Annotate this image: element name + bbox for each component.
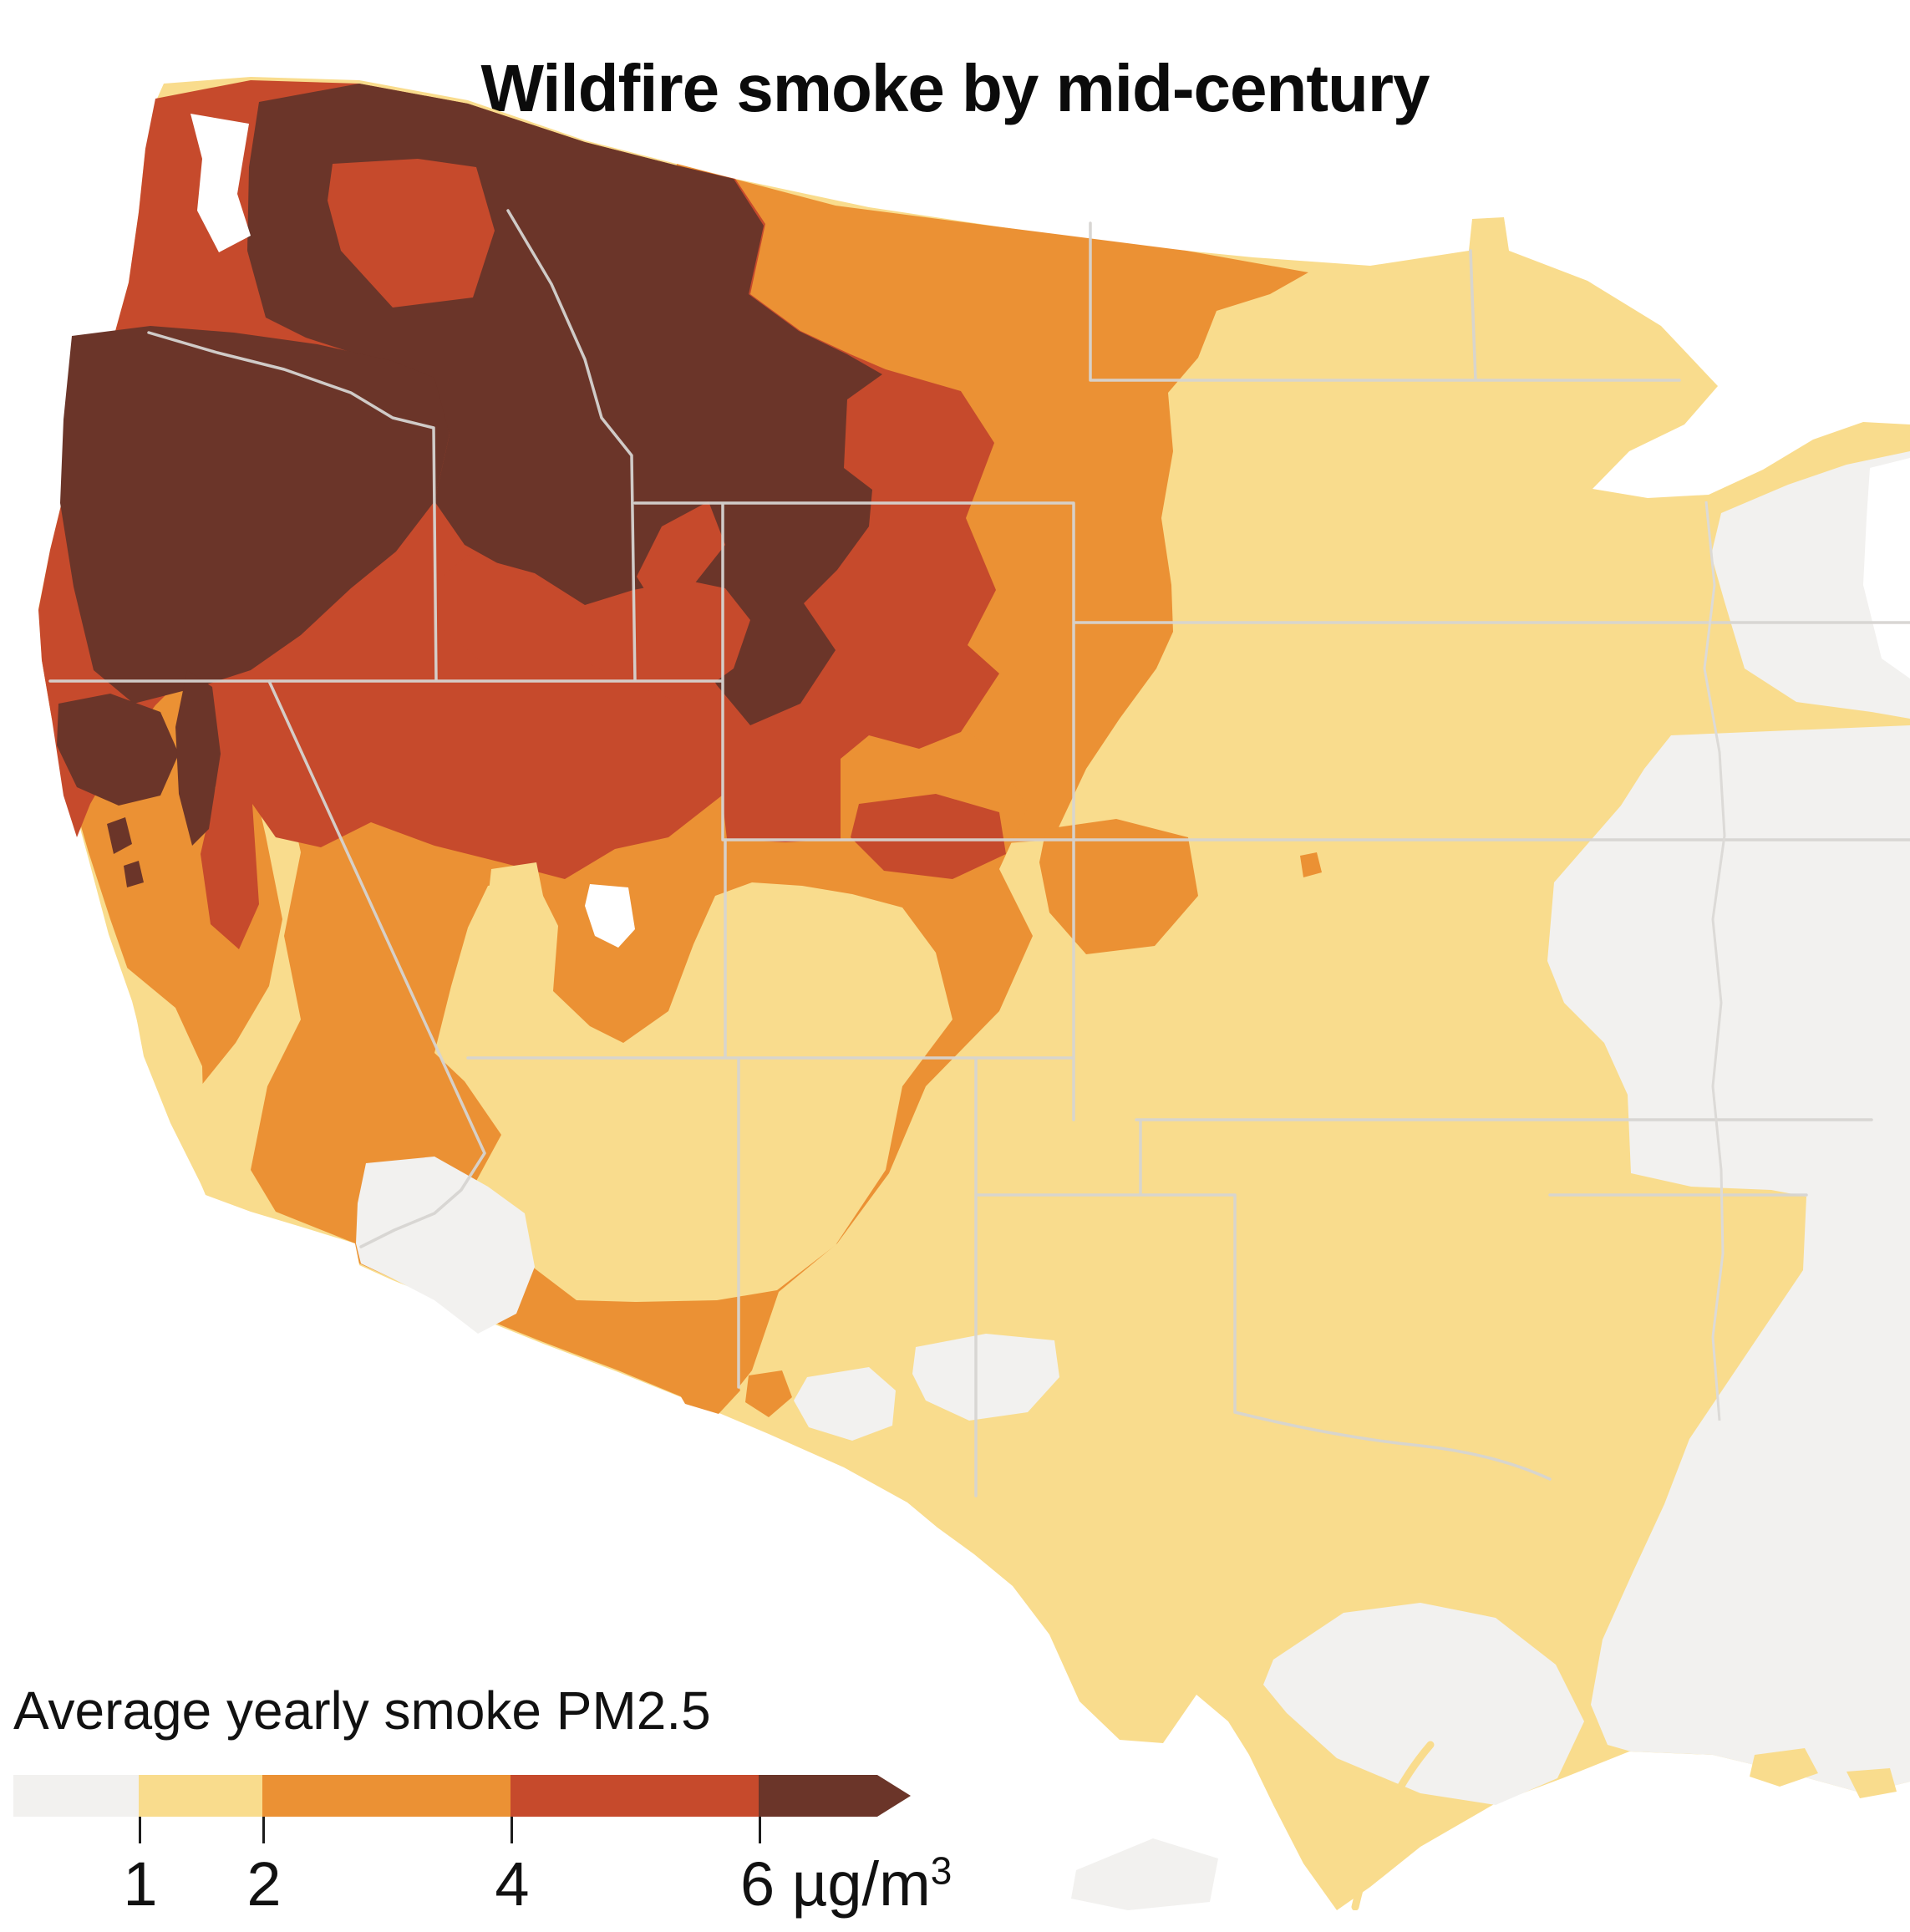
region-west-texas-lt1-b [912,1334,1059,1421]
region-az-nm-basin-1-2 [434,879,952,1302]
region-sw-arizona-lt1 [356,1157,535,1334]
legend-tick-6 [759,1817,761,1843]
region-central-texas-lt1 [1263,1603,1584,1805]
legend-tick-labels: 1 2 4 6 µg/m3 [13,1848,974,1932]
region-west-texas-lt1-a [794,1367,896,1441]
region-sierra-dot-2 [124,861,144,887]
legend-label-4: 4 [495,1849,530,1919]
region-oregon-6plus [60,326,450,704]
region-nm-dot-1-2-4 [673,1360,740,1414]
legend-swatch-2-4 [262,1775,511,1817]
region-la-coast-dot-2 [1847,1768,1897,1798]
legend-swatch-lt1 [13,1775,139,1817]
region-nw-utah-1-2 [488,862,546,978]
legend: Average yearly smoke PM2.5 1 2 4 6 µg/m3 [13,1680,974,1932]
region-south-texas-lt1 [1071,1838,1218,1910]
legend-label-1: 1 [123,1849,158,1919]
region-socal-coast-1-2 [127,968,206,1193]
legend-color-bar [13,1775,932,1843]
region-south-dakota-2-4 [1039,819,1198,954]
region-sierra-dot-1 [107,817,132,854]
legend-label-6-units: 6 µg/m3 [740,1848,952,1919]
legend-tick-2 [262,1817,265,1843]
great-salt-lake-water [585,884,635,948]
legend-label-2: 2 [246,1849,282,1919]
legend-swatch-1-2 [139,1775,262,1817]
state-borders [48,209,1910,1497]
legend-title: Average yearly smoke PM2.5 [13,1680,711,1741]
region-nw-california-6plus [57,694,179,806]
page-title: Wildfire smoke by mid-century [480,50,1430,125]
region-la-coast-dot-1 [1750,1748,1818,1787]
region-east-lt1 [1547,725,1910,1793]
legend-units: µg/m3 [791,1848,952,1919]
region-colorado-4-6 [851,794,1006,879]
mississippi-river [1703,501,1726,1421]
legend-tick-1 [139,1817,141,1843]
region-sd-dot-2-4 [1300,852,1322,877]
region-snake-plain-4-6 [433,555,750,704]
puget-sound-water [190,114,251,252]
legend-swatch-4-6 [511,1775,759,1817]
region-sierra-6plus [175,670,221,846]
region-wisconsin-michigan-lt1 [1711,451,1910,719]
legend-label-6: 6 [740,1849,775,1919]
legend-tick-4 [511,1817,513,1843]
texas-barrier-island [1351,1741,1435,1910]
region-nm-dot-2-2-4 [745,1370,792,1417]
region-columbia-basin-4-6 [328,159,495,308]
legend-swatch-6plus-arrow [759,1775,911,1817]
